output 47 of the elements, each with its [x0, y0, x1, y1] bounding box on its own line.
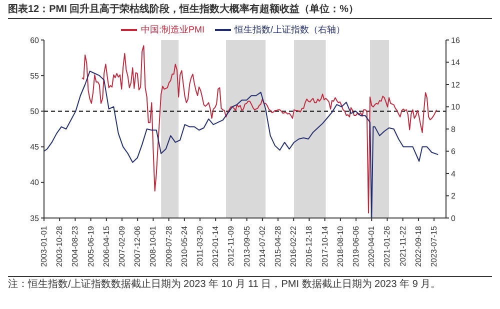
- x-tick-label: 2015-04-28: [274, 225, 283, 267]
- y2-tick-label: 12: [451, 80, 460, 90]
- x-tick-label: 2007-02-09: [118, 225, 127, 267]
- text: 注：恒生指数/上证指数数据截止日期为 2023 年 10 月 11 日，PMI 数据截止日期为 2023 年 9 月。: [8, 279, 492, 291]
- x-tick-label: 2011-03-20: [196, 225, 205, 266]
- x-tick-label: 2018-08-10: [336, 225, 345, 267]
- line-series: [44, 70, 439, 218]
- legend-label: 中国:制造业PMI: [140, 24, 204, 34]
- line-series: [82, 45, 438, 214]
- y-tick-label: 50: [30, 107, 40, 116]
- x-tick-label: 2007-12-06: [133, 225, 142, 267]
- y-tick-label: 35: [30, 214, 40, 223]
- x-tick-label: 2021-11-22: [398, 225, 408, 266]
- x-tick-label: 2020-04-01: [367, 225, 376, 267]
- x-tick-label: 2016-02-22: [289, 225, 298, 267]
- x-tick-label: 2006-04-15: [102, 225, 111, 267]
- y-tick-label: 40: [30, 178, 40, 188]
- y2-tick-label: 8: [451, 124, 456, 134]
- x-tick-label: 2003-01-01: [40, 225, 48, 267]
- y2-tick-label: 10: [451, 102, 460, 112]
- x-tick-label: 2012-01-14: [211, 225, 220, 267]
- x-tick-label: 2003-10-28: [55, 225, 64, 267]
- x-tick-label: 2016-12-18: [304, 225, 314, 267]
- x-tick-label: 2021-01-26: [382, 225, 392, 267]
- y2-tick-label: 6: [451, 147, 456, 156]
- y-tick-label: 55: [30, 71, 40, 80]
- x-tick-label: 2023-07-15: [430, 225, 439, 267]
- x-tick-label: 2017-10-14: [320, 225, 330, 267]
- legend-label: 恒生指数/上证指数（右轴）: [234, 24, 346, 34]
- y2-tick-label: 14: [451, 58, 460, 68]
- y2-tick-label: 0: [451, 214, 456, 223]
- x-tick-label: 2010-05-24: [180, 225, 189, 267]
- x-tick-label: 2022-09-18: [414, 225, 423, 267]
- y-tick-label: 45: [30, 142, 40, 152]
- x-tick-label: 2013-09-05: [242, 225, 252, 267]
- x-tick-label: 2014-07-02: [258, 225, 267, 267]
- chart-title: 图表12：PMI 回升且高于荣枯线阶段，恒生指数大概率有超额收益（单位：%）: [8, 2, 492, 19]
- x-tick-label: 2009-07-28: [164, 225, 174, 267]
- y-tick-label: 60: [30, 36, 40, 45]
- y2-tick-label: 2: [451, 192, 456, 201]
- x-tick-label: 2012-11-09: [226, 225, 236, 266]
- y2-tick-label: 16: [451, 36, 460, 45]
- x-tick-label: 2008-10-01: [148, 225, 158, 267]
- x-tick-label: 2019-06-06: [352, 225, 361, 267]
- x-tick-label: 2004-08-23: [70, 225, 80, 267]
- x-tick-label: 2005-06-19: [86, 225, 96, 267]
- y2-tick-label: 4: [451, 169, 456, 178]
